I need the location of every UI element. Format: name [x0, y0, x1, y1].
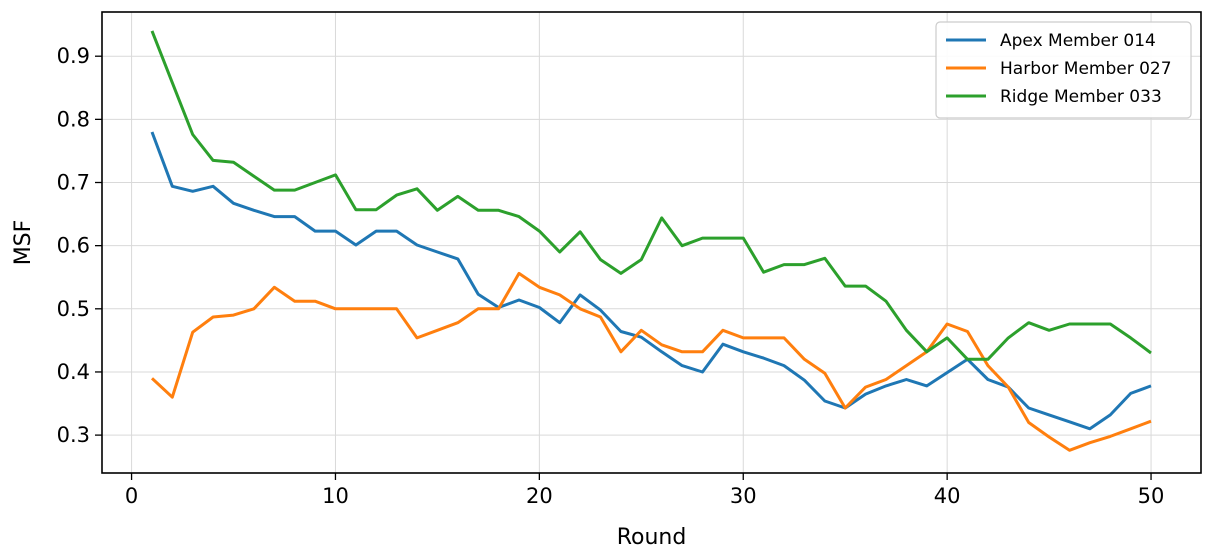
- y-tick-label: 0.3: [57, 423, 90, 447]
- x-axis-label: Round: [617, 525, 687, 549]
- x-tick-label: 10: [322, 484, 349, 508]
- y-tick-label: 0.6: [57, 234, 90, 258]
- y-tick-label: 0.9: [57, 44, 90, 68]
- x-tick-label: 40: [934, 484, 961, 508]
- legend: Apex Member 014 Harbor Member 027 Ridge Me…: [936, 22, 1191, 118]
- y-tick-label: 0.8: [57, 107, 90, 131]
- x-tick-label: 20: [526, 484, 553, 508]
- y-tick-label: 0.7: [57, 171, 90, 195]
- y-axis-label: MSF: [11, 220, 36, 266]
- x-tick-label: 30: [730, 484, 757, 508]
- y-tick-label: 0.4: [57, 360, 90, 384]
- legend-label: Ridge Member 033: [1000, 87, 1162, 107]
- x-tick-label: 50: [1138, 484, 1165, 508]
- x-tick-label: 0: [125, 484, 138, 508]
- y-tick-label: 0.5: [57, 297, 90, 321]
- legend-label: Harbor Member 027: [1000, 59, 1172, 79]
- legend-label: Apex Member 014: [1000, 31, 1156, 51]
